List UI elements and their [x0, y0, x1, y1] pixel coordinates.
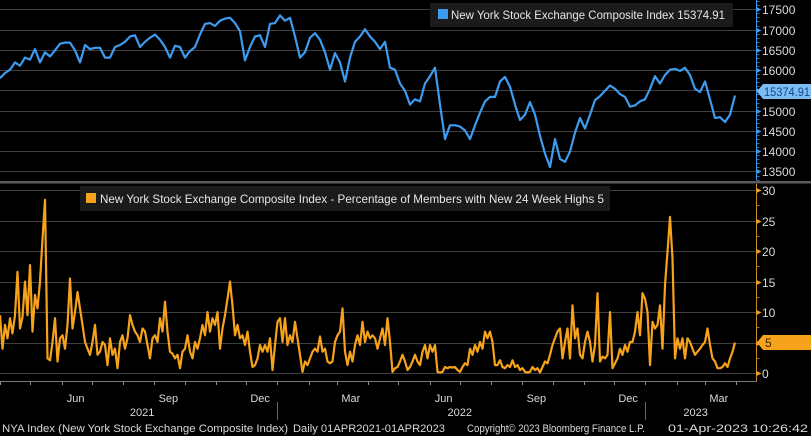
x-month-label: Mar — [709, 393, 728, 405]
top-legend: New York Stock Exchange Composite Index … — [430, 3, 733, 27]
top-panel-gridlines — [0, 9, 757, 172]
bottom-last-value-tag: 5 — [757, 335, 811, 350]
top-y-tick-label: 13500 — [762, 165, 796, 179]
bottom-legend-label: New York Stock Exchange Composite Index … — [100, 192, 604, 206]
bottom-y-tick-label: 15 — [762, 276, 776, 290]
top-legend-swatch — [438, 9, 448, 19]
top-y-tick-label: 14500 — [762, 125, 796, 139]
top-last-value-label: 15374.91 — [764, 85, 810, 99]
top-y-tick-label: 15000 — [762, 105, 796, 119]
top-y-tick-label: 17000 — [762, 24, 796, 38]
footer-period: Daily 01APR2021-01APR2023 — [293, 423, 445, 435]
x-month-label: Dec — [250, 393, 270, 405]
top-y-tick-label: 16500 — [762, 44, 796, 58]
bottom-last-value-label: 5 — [765, 336, 772, 350]
footer-copyright: Copyright© 2023 Bloomberg Finance L.P. — [467, 423, 645, 435]
top-y-tick-label: 17500 — [762, 3, 796, 17]
top-last-value-tag: 15374.91 — [757, 84, 811, 99]
top-legend-label: New York Stock Exchange Composite Index … — [451, 8, 725, 22]
footer-timestamp: 01-Apr-2023 10:26:42 — [668, 423, 808, 435]
bottom-legend-swatch — [86, 193, 96, 203]
x-month-label: Dec — [618, 393, 638, 405]
top-legend-box — [430, 3, 733, 27]
top-y-tick-label: 16000 — [762, 64, 796, 78]
panel-divider[interactable] — [0, 181, 811, 184]
x-month-label: Jun — [67, 393, 85, 405]
x-month-label: Jun — [435, 393, 453, 405]
bottom-y-tick-label: 10 — [762, 306, 776, 320]
x-axis-ticks: Jun Sep Dec Mar Jun Sep Dec Mar 2021 2022 2023 — [0, 381, 737, 420]
x-month-label: Sep — [159, 393, 179, 405]
footer: NYA Index (New York Stock Exchange Compo… — [2, 423, 808, 435]
bottom-y-tick-label: 0 — [762, 367, 769, 381]
x-year-label: 2021 — [130, 407, 154, 419]
top-series-line — [0, 14, 737, 169]
bottom-legend-box — [80, 186, 610, 211]
bottom-y-tick-label: 30 — [762, 184, 776, 198]
x-month-label: Mar — [341, 393, 360, 405]
bottom-y-tick-label: 20 — [762, 245, 776, 259]
x-month-label: Sep — [527, 393, 547, 405]
bottom-y-tick-label: 25 — [762, 215, 776, 229]
bottom-panel-series — [0, 198, 737, 374]
bottom-series-line — [0, 198, 737, 374]
top-panel-series — [0, 14, 737, 169]
bottom-legend: New York Stock Exchange Composite Index … — [80, 186, 610, 211]
x-year-label: 2023 — [683, 407, 707, 419]
bottom-y-axis-ticks: 30 25 20 15 10 0 — [756, 184, 776, 381]
footer-security: NYA Index (New York Stock Exchange Compo… — [2, 423, 288, 435]
top-y-axis-ticks: 17500 17000 16500 16000 15000 14500 14000 13500 — [756, 1, 796, 181]
top-y-tick-label: 14000 — [762, 145, 796, 159]
x-year-label: 2022 — [448, 407, 472, 419]
